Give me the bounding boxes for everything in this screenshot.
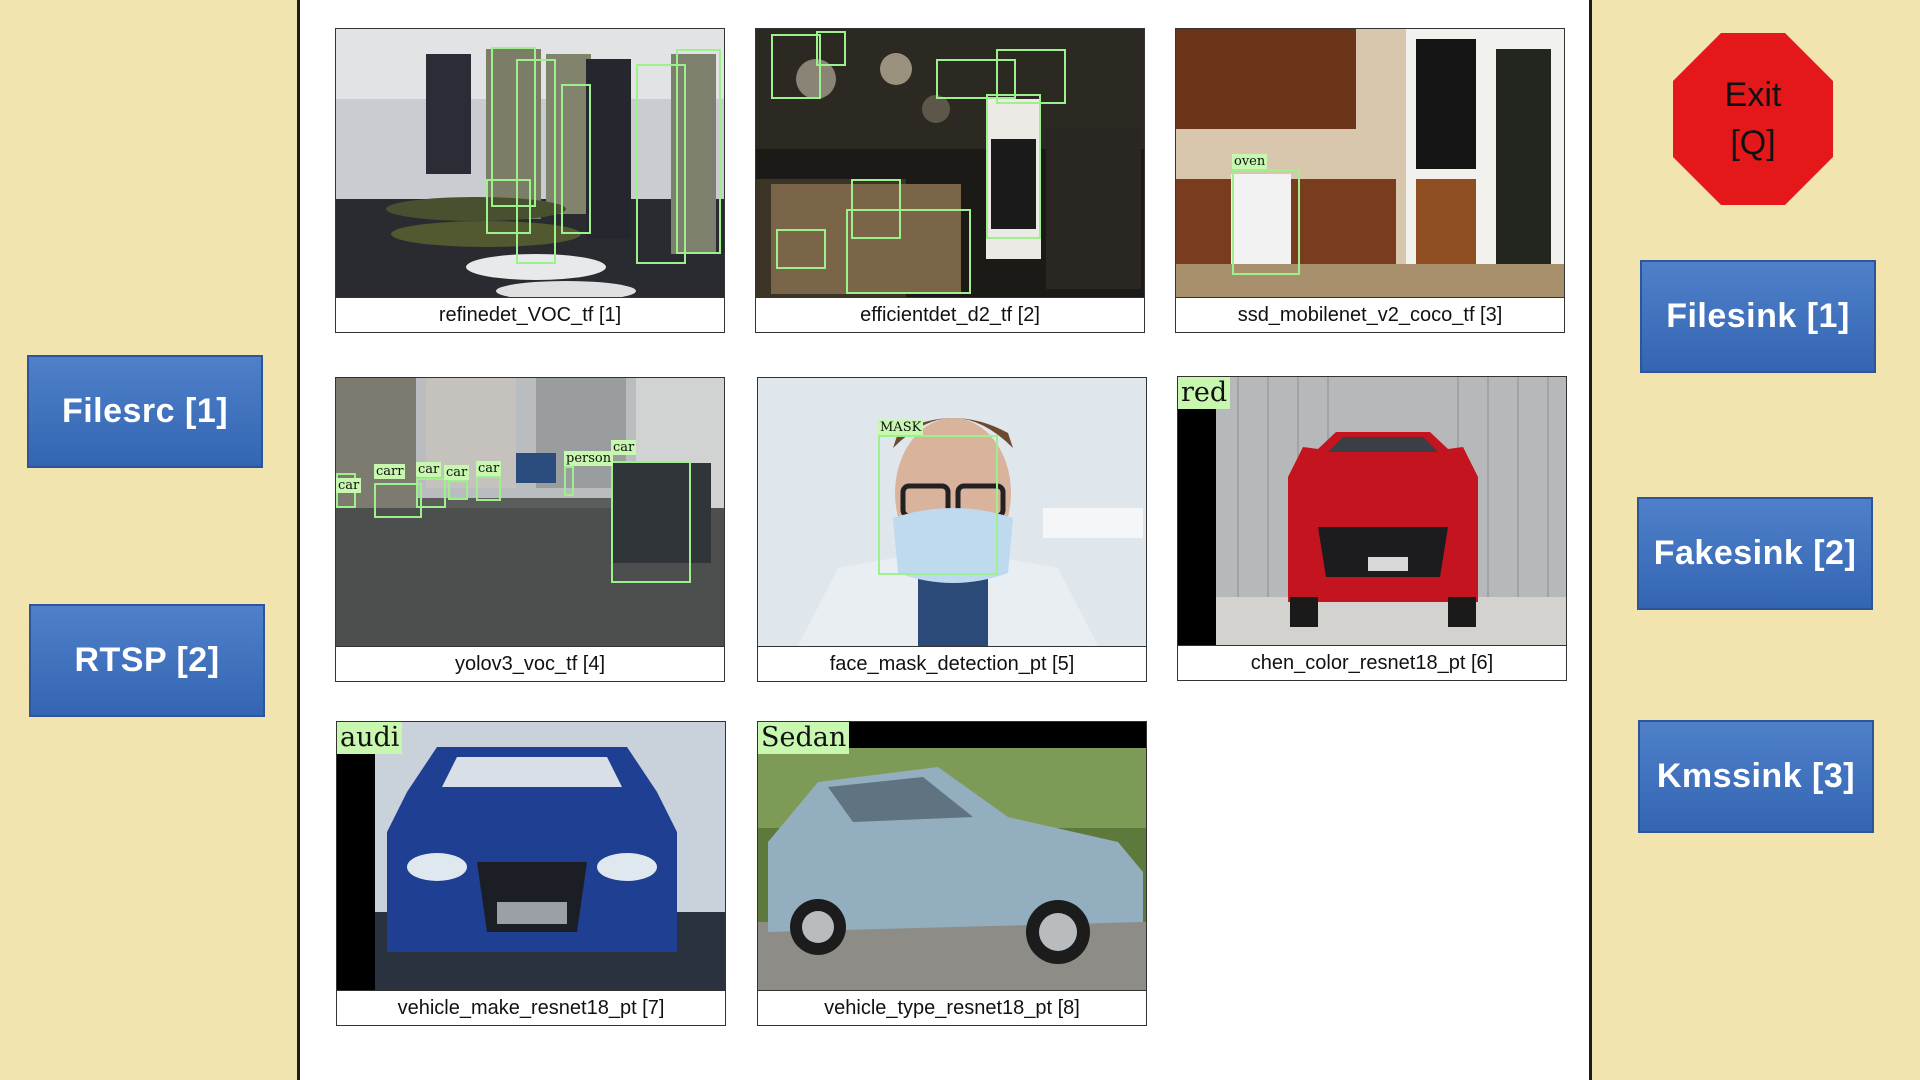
detection-label: person [564, 451, 614, 466]
tile-caption: vehicle_make_resnet18_pt [7] [336, 990, 726, 1026]
exit-button[interactable]: Exit [Q] [1673, 33, 1833, 205]
tile-caption: face_mask_detection_pt [5] [757, 646, 1147, 682]
sedan-car-image [758, 722, 1146, 990]
kitchen-scene-image [756, 29, 1144, 297]
classification-label: audi [337, 722, 403, 754]
detection-label: carr [374, 464, 406, 479]
video-frame: oven [1175, 28, 1565, 297]
detection-label: MASK [878, 420, 924, 435]
tile-caption: yolov3_voc_tf [4] [335, 646, 725, 682]
tile-caption: efficientdet_d2_tf [2] [755, 297, 1145, 333]
tile-make-classifier[interactable]: audi vehicle_make_resnet18_pt [7] [336, 721, 726, 1026]
video-frame: audi [336, 721, 726, 990]
filesrc-button[interactable]: Filesrc [1] [27, 355, 263, 468]
detection-label: oven [1232, 154, 1268, 169]
exit-shortcut-label: [Q] [1730, 124, 1776, 162]
tile-caption: chen_color_resnet18_pt [6] [1177, 645, 1567, 681]
detection-label: car [336, 478, 362, 493]
tile-caption: vehicle_type_resnet18_pt [8] [757, 990, 1147, 1026]
video-frame: car carr car car car person car [335, 377, 725, 646]
detection-label: car [476, 461, 502, 476]
kitchen-oven-image [1176, 29, 1564, 297]
tile-ssd-mobilenet[interactable]: oven ssd_mobilenet_v2_coco_tf [3] [1175, 28, 1565, 333]
detection-label: car [611, 440, 637, 455]
kmssink-button[interactable]: Kmssink [3] [1638, 720, 1874, 833]
blue-car-image [337, 722, 725, 990]
red-car-image [1178, 377, 1566, 645]
tile-type-classifier[interactable]: Sedan vehicle_type_resnet18_pt [8] [757, 721, 1147, 1026]
octagon-icon [1673, 33, 1833, 205]
military-scene-image [336, 29, 724, 297]
tile-caption: ssd_mobilenet_v2_coco_tf [3] [1175, 297, 1565, 333]
tile-face-mask[interactable]: MASK face_mask_detection_pt [5] [757, 377, 1147, 682]
fakesink-button[interactable]: Fakesink [2] [1637, 497, 1873, 610]
video-grid-panel: refinedet_VOC_tf [1] [297, 0, 1592, 1080]
detection-label: car [444, 465, 470, 480]
tile-color-classifier[interactable]: red chen_color_resnet18_pt [6] [1177, 376, 1567, 681]
tile-caption: refinedet_VOC_tf [1] [335, 297, 725, 333]
tile-refinedet[interactable]: refinedet_VOC_tf [1] [335, 28, 725, 333]
video-frame: Sedan [757, 721, 1147, 990]
detection-label: car [416, 462, 442, 477]
filesink-button[interactable]: Filesink [1] [1640, 260, 1876, 373]
exit-label: Exit [1724, 76, 1782, 114]
classification-label: Sedan [758, 722, 850, 754]
classification-label: red [1178, 377, 1231, 409]
tile-yolov3[interactable]: car carr car car car person car yolov3_v… [335, 377, 725, 682]
video-frame: MASK [757, 377, 1147, 646]
rtsp-button[interactable]: RTSP [2] [29, 604, 265, 717]
video-frame [335, 28, 725, 297]
video-frame [755, 28, 1145, 297]
video-frame: red [1177, 376, 1567, 645]
tile-efficientdet[interactable]: efficientdet_d2_tf [2] [755, 28, 1145, 333]
